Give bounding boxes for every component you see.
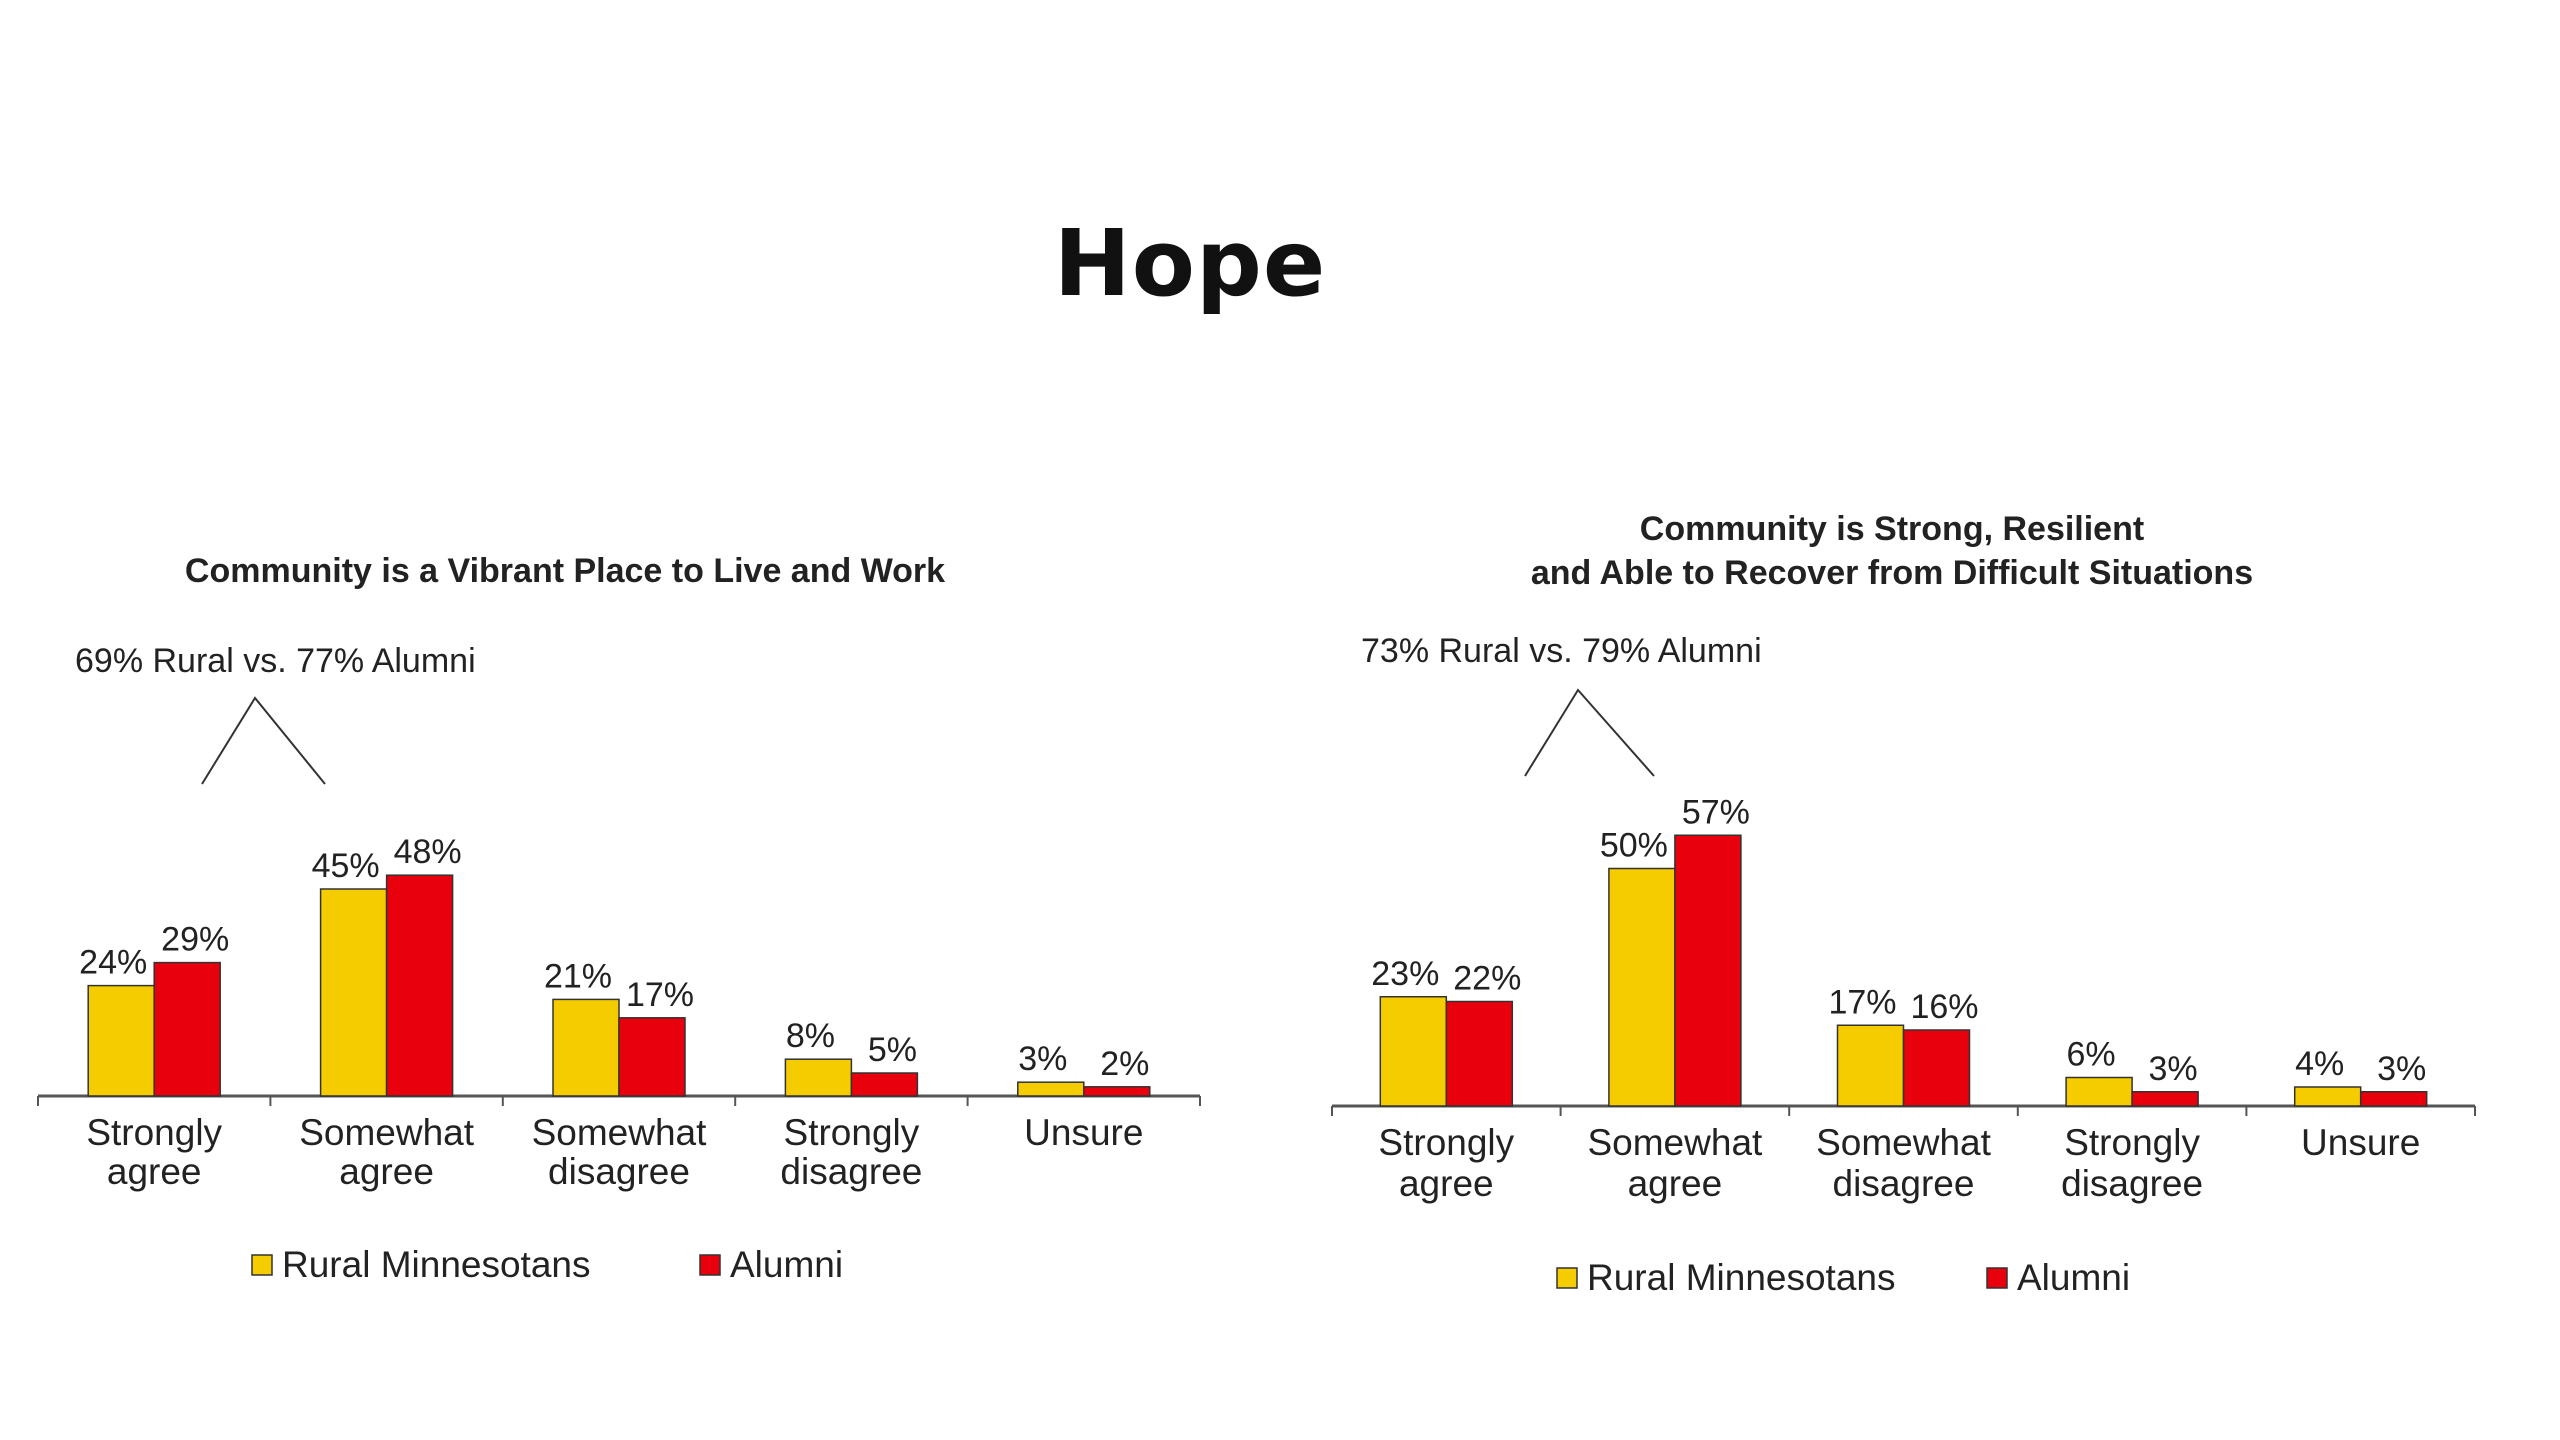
category-label: agree (1628, 1163, 1723, 1204)
data-label-alumni: 22% (1453, 960, 1521, 998)
category-label: disagree (548, 1151, 690, 1192)
bar-rural (2065, 1076, 2133, 1107)
data-label-rural: 3% (1018, 1040, 1067, 1078)
chart-title-line-1: Community is Strong, Resilient (1640, 510, 2144, 548)
category-label: disagree (780, 1151, 922, 1192)
bar-rural (87, 984, 155, 1097)
bar-rural (1017, 1081, 1085, 1097)
category-label: Somewhat (1816, 1122, 1992, 1163)
category-label: Somewhat (1587, 1122, 1763, 1163)
bar-alumni (385, 874, 454, 1097)
legend-label-rural: Rural Minnesotans (1587, 1257, 1895, 1298)
bar-rural (1836, 1024, 1905, 1107)
legend-swatch-rural (1556, 1267, 1578, 1289)
callout-bracket (201, 696, 326, 785)
category-label: agree (107, 1151, 202, 1192)
category-label: Strongly (784, 1112, 920, 1153)
bar-alumni (2359, 1091, 2428, 1107)
legend-swatch-alumni (699, 1254, 721, 1276)
bar-alumni (2131, 1091, 2199, 1107)
bar-rural (784, 1058, 853, 1097)
category-label: Somewhat (299, 1112, 475, 1153)
legend-swatch-alumni (1986, 1267, 2008, 1289)
bar-rural (319, 888, 388, 1097)
data-label-alumni: 57% (1682, 793, 1750, 831)
callout-label: 69% Rural vs. 77% Alumni (75, 642, 476, 680)
chart-community-vibrant: Community is a Vibrant Place to Live and… (37, 552, 1201, 1285)
data-label-rural: 17% (1828, 983, 1896, 1021)
data-label-alumni: 48% (394, 833, 462, 871)
category-label: Strongly (86, 1112, 222, 1153)
bar-alumni (1445, 1000, 1514, 1107)
data-label-alumni: 29% (161, 921, 229, 959)
legend-label-rural: Rural Minnesotans (282, 1244, 590, 1285)
data-label-rural: 23% (1371, 955, 1439, 993)
data-label-rural: 6% (2067, 1036, 2116, 1074)
bar-alumni (153, 961, 221, 1097)
data-label-alumni: 16% (1910, 988, 1978, 1026)
callout-label: 73% Rural vs. 79% Alumni (1361, 632, 1762, 670)
category-label: Unsure (1024, 1112, 1143, 1153)
data-label-rural: 45% (312, 847, 380, 885)
chart-title-line-1: Community is a Vibrant Place to Live and… (185, 552, 945, 590)
data-label-rural: 50% (1600, 827, 1668, 865)
bar-rural (1379, 996, 1448, 1107)
category-label: Unsure (2301, 1122, 2420, 1163)
bar-alumni (1674, 834, 1742, 1107)
category-label: Strongly (1378, 1122, 1514, 1163)
data-label-alumni: 2% (1100, 1045, 1149, 1083)
legend-swatch-rural (251, 1254, 273, 1276)
bar-rural (1608, 867, 1676, 1107)
callout-bracket (1524, 688, 1655, 777)
category-label: disagree (2061, 1163, 2203, 1204)
bar-rural (552, 998, 620, 1097)
category-label: agree (1399, 1163, 1494, 1204)
legend-label-alumni: Alumni (2017, 1257, 2130, 1298)
slide-title: Hope (1053, 210, 1327, 317)
bar-rural (2293, 1086, 2362, 1107)
data-label-rural: 8% (786, 1017, 835, 1055)
data-label-rural: 21% (544, 957, 612, 995)
data-label-alumni: 5% (868, 1031, 917, 1069)
legend-label-alumni: Alumni (730, 1244, 843, 1285)
data-label-alumni: 3% (2149, 1050, 2198, 1088)
category-label: agree (339, 1151, 434, 1192)
bar-alumni (1083, 1086, 1151, 1097)
chart-title-line-2: and Able to Recover from Difficult Situa… (1531, 554, 2253, 592)
category-label: disagree (1833, 1163, 1975, 1204)
bar-alumni (1902, 1029, 1971, 1107)
bar-alumni (618, 1017, 686, 1097)
data-label-alumni: 3% (2377, 1050, 2426, 1088)
data-label-rural: 24% (79, 944, 147, 982)
bar-alumni (850, 1072, 919, 1097)
data-label-alumni: 17% (626, 976, 694, 1014)
category-label: Somewhat (532, 1112, 708, 1153)
category-label: Strongly (2064, 1122, 2200, 1163)
chart-community-resilient: Community is Strong, Resilient and Able t… (1331, 510, 2476, 1298)
data-label-rural: 4% (2295, 1045, 2344, 1083)
